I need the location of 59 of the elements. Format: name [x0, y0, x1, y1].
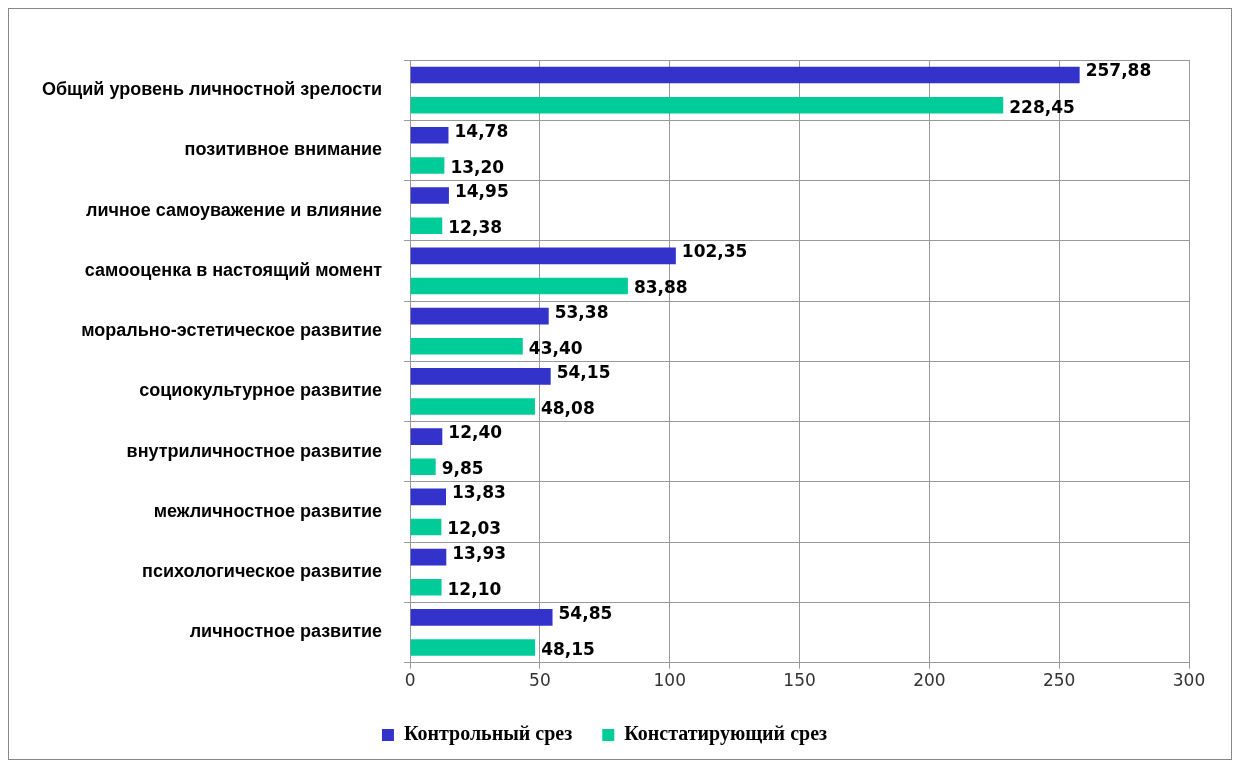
legend-label: Констатирующий срез [624, 722, 828, 746]
x-tick-label: 100 [653, 670, 686, 691]
x-tick-label: 300 [1172, 670, 1206, 691]
data-label: 53,38 [554, 301, 609, 322]
bar [410, 96, 1004, 114]
data-label: 257,88 [1085, 60, 1152, 81]
data-label: 12,40 [448, 422, 503, 443]
data-label: 54,15 [556, 361, 611, 382]
bar [410, 639, 536, 656]
x-tick-label: 50 [529, 670, 551, 691]
data-label: 12,10 [447, 578, 502, 599]
bar [410, 488, 447, 506]
data-label: 228,45 [1009, 96, 1075, 117]
y-tick-label: личное самоуважение и влияние [86, 199, 383, 220]
data-label: 14,95 [454, 181, 509, 202]
bar [410, 217, 443, 234]
y-tick-label: социокультурное развитие [139, 380, 383, 401]
data-label: 83,88 [633, 277, 688, 298]
bar [410, 578, 442, 596]
data-label: 13,20 [450, 156, 505, 177]
y-tick-label: внутриличностное развитие [126, 440, 383, 461]
bar [410, 518, 442, 536]
data-label: 54,85 [558, 602, 613, 623]
data-label: 48,15 [541, 638, 595, 659]
data-label: 102,35 [681, 241, 748, 262]
data-label: 12,38 [448, 217, 503, 238]
bar [410, 307, 549, 325]
bar [410, 247, 676, 265]
bar [410, 127, 449, 144]
x-tick-label: 150 [783, 670, 816, 691]
x-tick-label: 0 [404, 670, 416, 691]
bar [410, 277, 628, 295]
data-label: 48,08 [540, 397, 595, 418]
y-tick-label: Общий уровень личностной зрелости [41, 79, 383, 100]
bar [410, 548, 447, 566]
data-label: 13,83 [452, 482, 506, 503]
y-tick-label: позитивное внимание [184, 139, 383, 160]
y-tick-label: психологическое развитие [142, 561, 383, 582]
data-label: 9,85 [441, 458, 484, 479]
bar [410, 66, 1080, 84]
data-label: 14,78 [454, 120, 509, 141]
data-label: 13,93 [452, 542, 507, 563]
bar [410, 458, 436, 476]
y-tick-label: самооценка в настоящий момент [84, 259, 383, 280]
bar [410, 337, 523, 355]
bar [410, 428, 443, 445]
y-tick-label: личностное развитие [189, 621, 383, 642]
bar [410, 187, 449, 204]
x-tick-label: 200 [913, 670, 946, 691]
data-label: 43,40 [528, 337, 583, 358]
legend-label: Контрольный срез [403, 722, 573, 746]
bar [410, 398, 535, 415]
y-tick-label: межличностное развитие [153, 500, 383, 521]
y-tick-label: морально-эстетическое развитие [81, 320, 383, 341]
data-label: 12,03 [447, 518, 502, 539]
bar [410, 368, 551, 385]
x-tick-label: 250 [1042, 670, 1076, 691]
bar [410, 157, 445, 174]
bar [410, 609, 553, 626]
